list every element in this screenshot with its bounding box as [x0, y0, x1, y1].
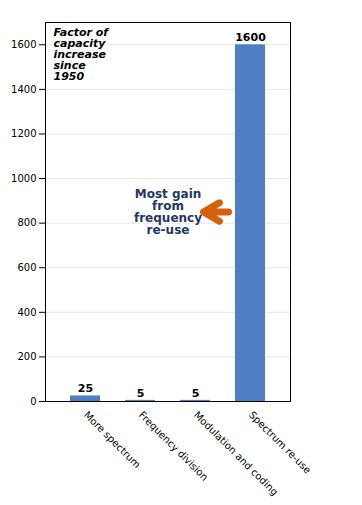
svg-text:1600: 1600	[11, 39, 36, 50]
svg-text:1400: 1400	[11, 84, 36, 95]
svg-text:1600: 1600	[235, 31, 266, 44]
svg-text:Frequency division: Frequency division	[136, 409, 211, 483]
svg-text:600: 600	[17, 262, 36, 273]
svg-text:1200: 1200	[11, 128, 36, 139]
svg-text:Most gainfromfrequencyre-use: Most gainfromfrequencyre-use	[134, 187, 202, 237]
svg-text:1000: 1000	[11, 173, 36, 184]
svg-text:Spectrum re-use: Spectrum re-use	[247, 409, 313, 475]
svg-text:5: 5	[137, 387, 145, 400]
svg-text:0: 0	[30, 396, 36, 407]
svg-text:Modulation and coding: Modulation and coding	[191, 409, 281, 498]
svg-text:More spectrum: More spectrum	[82, 409, 143, 470]
svg-text:25: 25	[78, 382, 93, 395]
svg-text:400: 400	[17, 307, 36, 318]
svg-text:800: 800	[17, 217, 36, 228]
svg-text:Factor ofcapacityincreasesince: Factor ofcapacityincreasesince1950	[54, 26, 110, 83]
svg-text:5: 5	[192, 387, 200, 400]
svg-text:200: 200	[17, 351, 36, 362]
